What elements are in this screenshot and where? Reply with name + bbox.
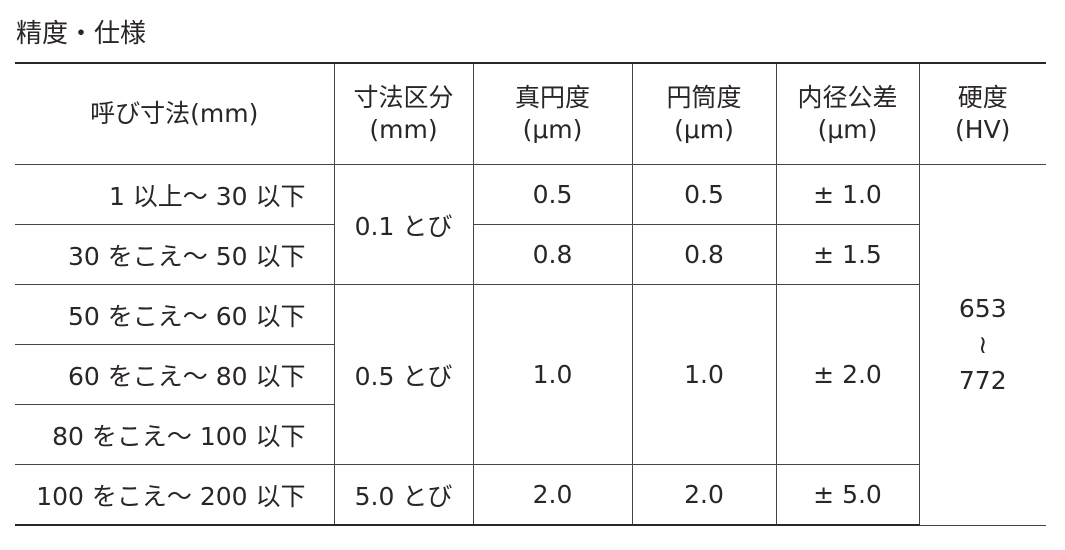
header-row: 呼び寸法(mm) 寸法区分 (mm) 真円度 (μm) 円筒度 (μm) 内径公差 (μ… — [15, 62, 1046, 165]
header-increment-label: 寸法区分 — [353, 83, 454, 112]
header-bore-tolerance-unit: (μm) — [817, 115, 878, 144]
roundness-cell: 0.8 — [472, 224, 633, 285]
nominal-cell: 30 をこえ～ 50 以下 — [15, 224, 335, 285]
cylindricity-cell: 2.0 — [631, 464, 777, 526]
nominal-cell: 60 をこえ～ 80 以下 — [15, 344, 334, 405]
spec-table: 呼び寸法(mm) 寸法区分 (mm) 真円度 (μm) 円筒度 (μm) 内径公差 (μ… — [15, 62, 1046, 526]
header-roundness-unit: (μm) — [522, 115, 583, 144]
hardness-max: 772 — [958, 365, 1007, 395]
header-cylindricity-label: 円筒度 — [666, 83, 742, 112]
header-increment: 寸法区分 (mm) — [333, 62, 474, 165]
table-row: 1 以上～ 30 以下 0.1 とび 0.5 0.5 ± 1.0 653 ≀ 7… — [15, 164, 1046, 526]
bore-tolerance-cell: ± 2.0 — [775, 284, 919, 465]
cylindricity-cell: 0.8 — [631, 224, 777, 285]
roundness-cell: 0.5 — [472, 164, 633, 225]
cylindricity-cell: 0.5 — [631, 164, 777, 225]
increment-cell: 0.1 とび — [333, 164, 474, 285]
header-increment-unit: (mm) — [369, 115, 438, 144]
section-title: 精度・仕様 — [16, 19, 147, 49]
roundness-cell: 2.0 — [472, 464, 633, 526]
table-row: 30 をこえ～ 50 以下 0.8 0.8 ± 1.5 — [15, 224, 1046, 285]
roundness-cell: 1.0 — [472, 284, 633, 465]
header-bore-tolerance-label: 内径公差 — [797, 83, 898, 112]
nominal-cell: 100 をこえ～ 200 以下 — [15, 464, 335, 526]
header-cylindricity: 円筒度 (μm) — [631, 62, 777, 165]
header-bore-tolerance: 内径公差 (μm) — [775, 62, 920, 165]
table-row: 50 をこえ～ 60 以下 0.5 とび 1.0 1.0 ± 2.0 — [15, 284, 1046, 465]
nominal-cell: 80 をこえ～ 100 以下 — [15, 404, 334, 465]
hardness-min: 653 — [958, 293, 1007, 323]
header-nominal: 呼び寸法(mm) — [15, 62, 335, 165]
nominal-cell: 1 以上～ 30 以下 — [15, 164, 335, 225]
header-roundness: 真円度 (μm) — [472, 62, 633, 165]
increment-cell: 5.0 とび — [333, 464, 474, 526]
bore-tolerance-cell: ± 5.0 — [775, 464, 919, 526]
header-hardness-unit: (HV) — [955, 115, 1011, 144]
header-hardness: 硬度 (HV) — [918, 62, 1046, 165]
header-roundness-label: 真円度 — [514, 83, 590, 112]
increment-cell: 0.5 とび — [333, 284, 474, 465]
nominal-cell: 50 をこえ～ 60 以下 — [15, 284, 335, 345]
bore-tolerance-cell: ± 1.5 — [775, 224, 919, 285]
bore-tolerance-cell: ± 1.0 — [775, 164, 920, 225]
table-row: 60 をこえ～ 80 以下 — [15, 344, 1046, 405]
cylindricity-cell: 1.0 — [631, 284, 777, 465]
table-row: 80 をこえ～ 100 以下 — [15, 404, 1046, 465]
header-cylindricity-unit: (μm) — [674, 115, 734, 144]
header-hardness-label: 硬度 — [957, 83, 1008, 112]
hardness-cell: 653 ≀ 772 — [918, 164, 1046, 526]
table-row: 100 をこえ～ 200 以下 5.0 とび 2.0 2.0 ± 5.0 — [15, 464, 1046, 526]
hardness-range-sep: ≀ — [978, 329, 988, 359]
